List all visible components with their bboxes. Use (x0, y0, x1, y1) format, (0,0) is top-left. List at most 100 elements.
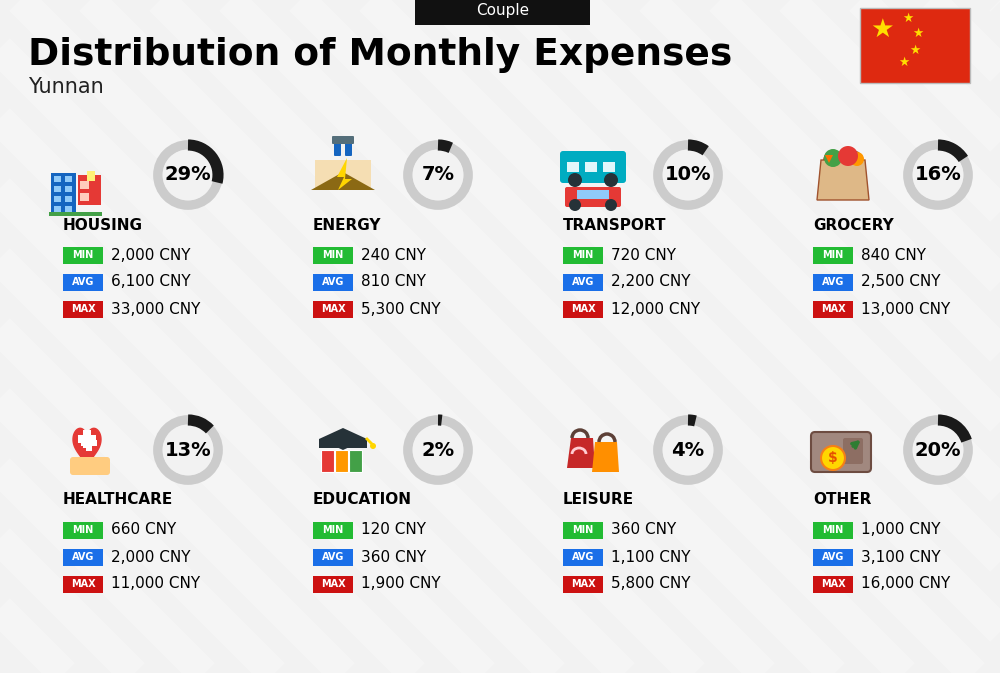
FancyBboxPatch shape (563, 301, 603, 318)
Text: Couple: Couple (476, 3, 529, 18)
FancyBboxPatch shape (78, 175, 101, 205)
Text: MIN: MIN (72, 250, 94, 260)
Circle shape (662, 149, 714, 201)
FancyBboxPatch shape (813, 273, 853, 291)
Circle shape (662, 425, 714, 476)
FancyBboxPatch shape (345, 142, 352, 156)
Circle shape (912, 149, 964, 201)
FancyBboxPatch shape (54, 206, 61, 212)
Text: HOUSING: HOUSING (63, 217, 143, 232)
FancyBboxPatch shape (603, 162, 615, 172)
Circle shape (162, 149, 214, 201)
Text: MAX: MAX (571, 304, 595, 314)
FancyBboxPatch shape (51, 173, 76, 215)
FancyBboxPatch shape (567, 162, 579, 172)
Text: 360 CNY: 360 CNY (611, 522, 676, 538)
Text: MIN: MIN (572, 525, 594, 535)
Circle shape (162, 425, 214, 476)
FancyBboxPatch shape (813, 548, 853, 565)
FancyBboxPatch shape (321, 450, 334, 472)
FancyBboxPatch shape (63, 548, 103, 565)
Text: AVG: AVG (72, 277, 94, 287)
FancyBboxPatch shape (87, 171, 95, 181)
Text: MAX: MAX (71, 304, 95, 314)
FancyBboxPatch shape (577, 190, 609, 199)
Circle shape (569, 199, 581, 211)
Text: 16,000 CNY: 16,000 CNY (861, 577, 950, 592)
FancyBboxPatch shape (585, 162, 597, 172)
FancyBboxPatch shape (813, 575, 853, 592)
Text: 240 CNY: 240 CNY (361, 248, 426, 262)
FancyBboxPatch shape (334, 142, 341, 156)
Text: 2,000 CNY: 2,000 CNY (111, 549, 190, 565)
Polygon shape (592, 442, 619, 472)
Text: MAX: MAX (571, 579, 595, 589)
FancyBboxPatch shape (813, 301, 853, 318)
Polygon shape (337, 158, 352, 190)
FancyBboxPatch shape (80, 181, 89, 189)
FancyBboxPatch shape (332, 136, 354, 144)
Text: MAX: MAX (71, 579, 95, 589)
FancyBboxPatch shape (563, 575, 603, 592)
Text: AVG: AVG (822, 277, 844, 287)
FancyBboxPatch shape (415, 0, 590, 25)
Text: 120 CNY: 120 CNY (361, 522, 426, 538)
Circle shape (568, 173, 582, 187)
Text: ★: ★ (902, 11, 914, 24)
Circle shape (838, 146, 858, 166)
FancyBboxPatch shape (54, 186, 61, 192)
Text: 7%: 7% (422, 166, 454, 184)
Text: GROCERY: GROCERY (813, 217, 894, 232)
FancyBboxPatch shape (313, 522, 353, 538)
FancyBboxPatch shape (81, 440, 97, 446)
FancyBboxPatch shape (313, 246, 353, 264)
Polygon shape (315, 160, 371, 190)
Text: MAX: MAX (821, 304, 845, 314)
Text: 11,000 CNY: 11,000 CNY (111, 577, 200, 592)
Text: ENERGY: ENERGY (313, 217, 382, 232)
FancyBboxPatch shape (843, 438, 863, 464)
Text: OTHER: OTHER (813, 493, 871, 507)
FancyBboxPatch shape (563, 522, 603, 538)
Polygon shape (567, 438, 595, 468)
FancyBboxPatch shape (65, 176, 72, 182)
Text: 1,900 CNY: 1,900 CNY (361, 577, 441, 592)
Text: ★: ★ (870, 17, 894, 43)
Text: 6,100 CNY: 6,100 CNY (111, 275, 191, 289)
Circle shape (604, 173, 618, 187)
FancyBboxPatch shape (80, 193, 89, 201)
Text: 5,300 CNY: 5,300 CNY (361, 302, 441, 316)
Text: 13,000 CNY: 13,000 CNY (861, 302, 950, 316)
Circle shape (413, 425, 464, 476)
FancyBboxPatch shape (565, 187, 621, 207)
Text: Yunnan: Yunnan (28, 77, 104, 97)
Text: MIN: MIN (322, 525, 344, 535)
FancyBboxPatch shape (563, 246, 603, 264)
FancyBboxPatch shape (313, 301, 353, 318)
FancyBboxPatch shape (313, 575, 353, 592)
Circle shape (605, 199, 617, 211)
Text: ★: ★ (909, 44, 921, 57)
Polygon shape (817, 160, 869, 200)
Text: ★: ★ (912, 26, 924, 40)
Text: 29%: 29% (165, 166, 211, 184)
FancyBboxPatch shape (65, 206, 72, 212)
Text: 840 CNY: 840 CNY (861, 248, 926, 262)
FancyBboxPatch shape (563, 548, 603, 565)
FancyBboxPatch shape (313, 548, 353, 565)
Text: Distribution of Monthly Expenses: Distribution of Monthly Expenses (28, 37, 732, 73)
Circle shape (821, 446, 845, 470)
Text: 13%: 13% (165, 441, 211, 460)
FancyBboxPatch shape (49, 212, 102, 216)
FancyBboxPatch shape (813, 522, 853, 538)
Text: 2,500 CNY: 2,500 CNY (861, 275, 940, 289)
Text: MAX: MAX (321, 579, 345, 589)
Text: ★: ★ (898, 55, 910, 69)
Text: 10%: 10% (665, 166, 711, 184)
Text: 1,000 CNY: 1,000 CNY (861, 522, 940, 538)
Text: HEALTHCARE: HEALTHCARE (63, 493, 173, 507)
FancyBboxPatch shape (86, 435, 92, 451)
Text: 20%: 20% (915, 441, 961, 460)
Text: AVG: AVG (322, 552, 344, 562)
Circle shape (413, 149, 464, 201)
